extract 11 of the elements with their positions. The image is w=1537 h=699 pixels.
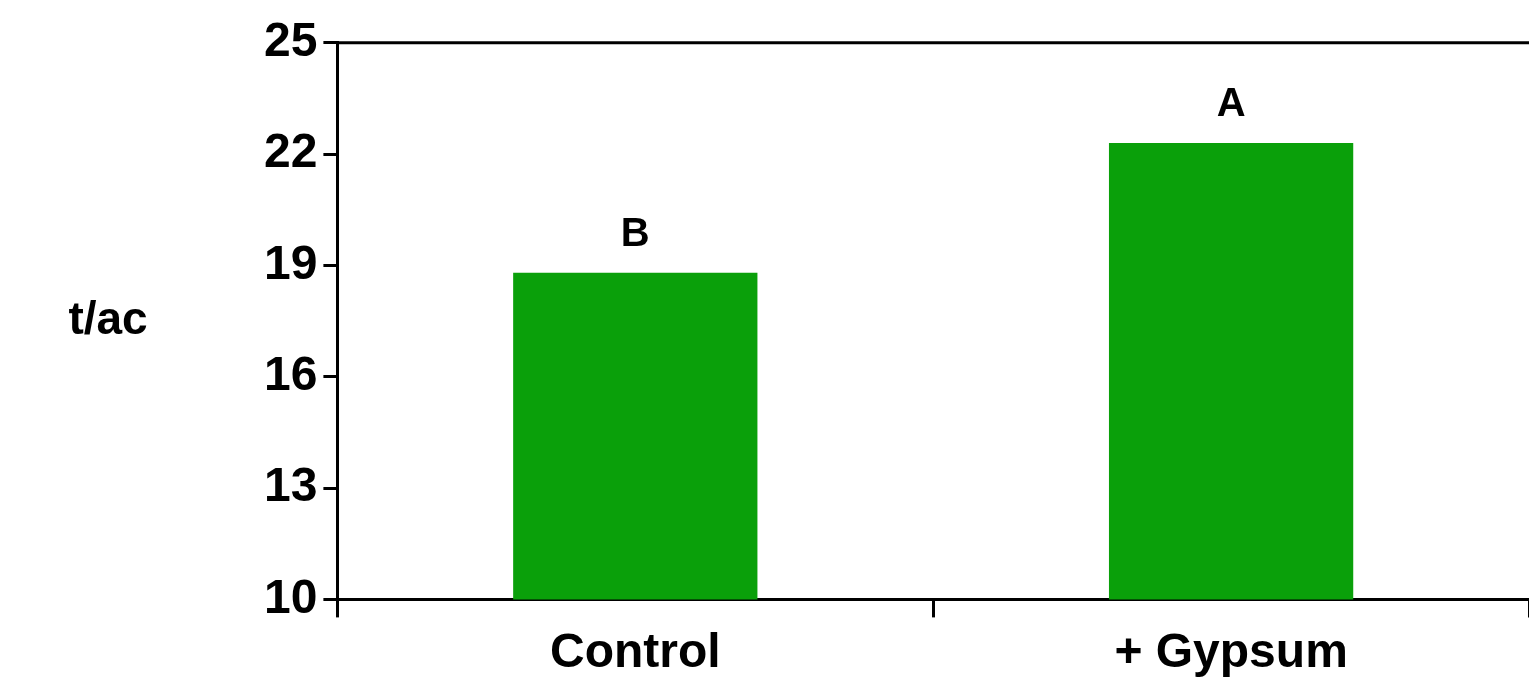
y-axis-title: t/ac [68,291,148,344]
annotation: B [620,209,650,254]
x-tick-label: Control [549,624,721,678]
y-tick-label: 16 [264,346,318,400]
y-tick-label: 25 [264,13,318,67]
y-tick-label: 10 [264,569,318,623]
y-tick-label: 13 [264,458,318,512]
y-tick-label: 19 [264,235,318,289]
x-tick-label: + Gypsum [1114,624,1348,678]
y-tick-label: 22 [264,124,318,178]
annotation: A [1216,80,1246,125]
